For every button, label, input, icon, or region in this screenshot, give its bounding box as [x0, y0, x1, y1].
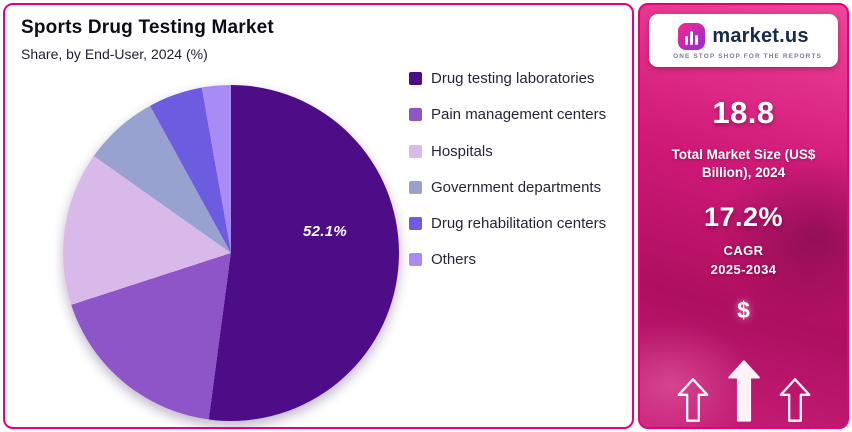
- marketus-logo-icon: [678, 23, 706, 50]
- pie-chart: [63, 85, 399, 421]
- brand-name: market.us: [712, 25, 809, 47]
- up-arrow-icon: [677, 378, 708, 422]
- chart-subtitle: Share, by End-User, 2024 (%): [21, 46, 208, 62]
- chart-panel: Sports Drug Testing Market Share, by End…: [3, 3, 634, 429]
- market-size-label: Total Market Size (US$ Billion), 2024: [671, 147, 816, 181]
- legend-swatch: [409, 108, 422, 122]
- chart-header: Sports Drug Testing Market Share, by End…: [5, 5, 632, 62]
- legend-label: Hospitals: [431, 142, 493, 160]
- legend-item: Hospitals: [409, 142, 632, 162]
- cagr-label-line2: 2025-2034: [710, 262, 777, 278]
- up-arrow-icon: [779, 378, 810, 422]
- legend-label: Drug testing laboratories: [431, 70, 595, 87]
- side-panel: market.us ONE STOP SHOP FOR THE REPORTS …: [638, 3, 849, 429]
- legend-swatch: [409, 217, 422, 230]
- chart-title: Sports Drug Testing Market: [21, 17, 274, 38]
- legend-item: Drug testing laboratories: [409, 69, 632, 89]
- brand-logo: market.us ONE STOP SHOP FOR THE REPORTS: [649, 14, 838, 67]
- legend-swatch: [409, 180, 422, 194]
- market-size-value: 18.8: [712, 95, 775, 130]
- up-arrow-icon: [727, 360, 760, 422]
- dollar-icon: $: [737, 297, 750, 324]
- legend-swatch: [409, 72, 422, 85]
- legend-item: Pain management centers: [409, 105, 632, 125]
- legend-swatch: [409, 144, 422, 158]
- legend-label: Others: [431, 251, 477, 269]
- legend-item: Drug rehabilitation centers: [409, 214, 632, 234]
- cagr-label-line1: CAGR: [723, 243, 764, 259]
- cagr-value: 17.2%: [703, 202, 784, 233]
- pie-chart-area: 52.1%: [63, 85, 399, 421]
- legend-label: Drug rehabilitation centers: [431, 215, 607, 232]
- legend-label: Government departments: [431, 178, 602, 196]
- growth-arrows: [640, 360, 847, 422]
- legend: Drug testing laboratories Pain management…: [409, 69, 632, 271]
- legend-item: Government departments: [409, 178, 632, 198]
- brand-tagline: ONE STOP SHOP FOR THE REPORTS: [673, 53, 822, 60]
- pie-slice-label: 52.1%: [303, 223, 348, 240]
- cagr-label: CAGR 2025-2034: [711, 242, 777, 280]
- legend-label: Pain management centers: [431, 106, 607, 124]
- legend-swatch: [409, 253, 422, 267]
- brand-logo-row: market.us: [678, 23, 808, 50]
- legend-item: Others: [409, 250, 632, 270]
